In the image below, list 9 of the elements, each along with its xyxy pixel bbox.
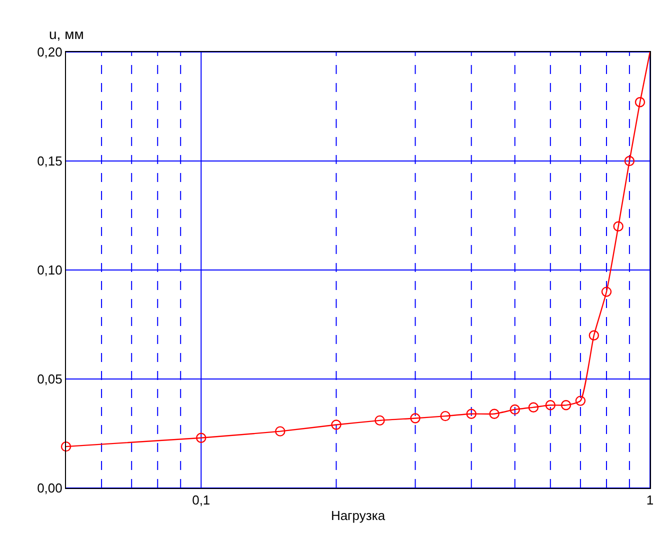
x-tick-label: 1 (646, 492, 654, 508)
y-tick-label: 0,00 (37, 480, 62, 496)
y-axis-title: u, мм (49, 26, 84, 42)
y-tick-label: 0,10 (37, 262, 62, 278)
x-tick-label: 0,1 (192, 492, 210, 508)
y-tick-label: 0,20 (37, 44, 62, 60)
y-tick-label: 0,05 (37, 372, 62, 387)
x-axis-title: Нагрузка (330, 508, 386, 524)
y-tick-label: 0,15 (37, 154, 62, 169)
